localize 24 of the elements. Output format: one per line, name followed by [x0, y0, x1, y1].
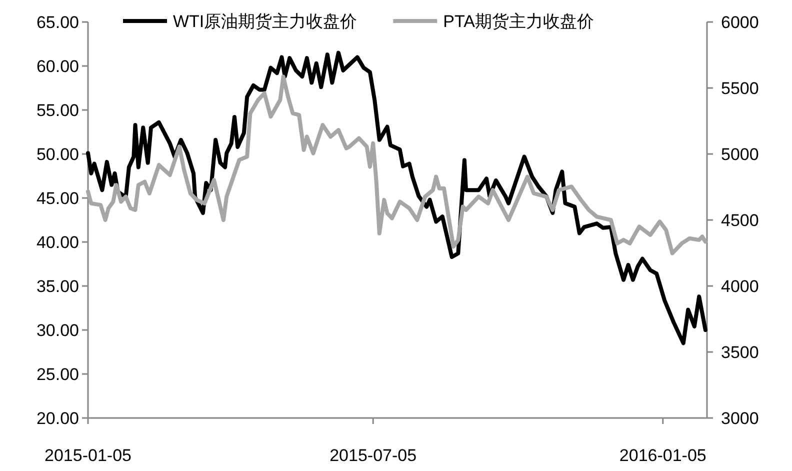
y2-tick-label: 4500 — [721, 211, 759, 230]
y-tick-label: 40.00 — [36, 233, 79, 252]
y2-tick-label: 5000 — [721, 145, 759, 164]
y2-tick-label: 4000 — [721, 277, 759, 296]
y-tick-label: 45.00 — [36, 189, 79, 208]
y-tick-label: 20.00 — [36, 409, 79, 428]
legend-label: WTI原油期货主力收盘价 — [173, 12, 358, 31]
x-tick-label: 2015-07-05 — [330, 446, 417, 465]
legend-label: PTA期货主力收盘价 — [443, 12, 594, 31]
line-series — [86, 74, 708, 256]
y-tick-label: 35.00 — [36, 277, 79, 296]
y2-tick-label: 3500 — [721, 343, 759, 362]
y-tick-label: 30.00 — [36, 321, 79, 340]
line-series — [86, 50, 708, 346]
y2-tick-label: 3000 — [721, 409, 759, 428]
x-tick-label: 2016-01-05 — [619, 446, 706, 465]
y2-tick-label: 6000 — [721, 13, 759, 32]
y-tick-label: 60.00 — [36, 57, 79, 76]
y-tick-label: 55.00 — [36, 101, 79, 120]
y2-tick-label: 5500 — [721, 79, 759, 98]
y-tick-label: 50.00 — [36, 145, 79, 164]
y-tick-label: 65.00 — [36, 13, 79, 32]
y-tick-label: 25.00 — [36, 365, 79, 384]
x-tick-label: 2015-01-05 — [44, 446, 132, 465]
